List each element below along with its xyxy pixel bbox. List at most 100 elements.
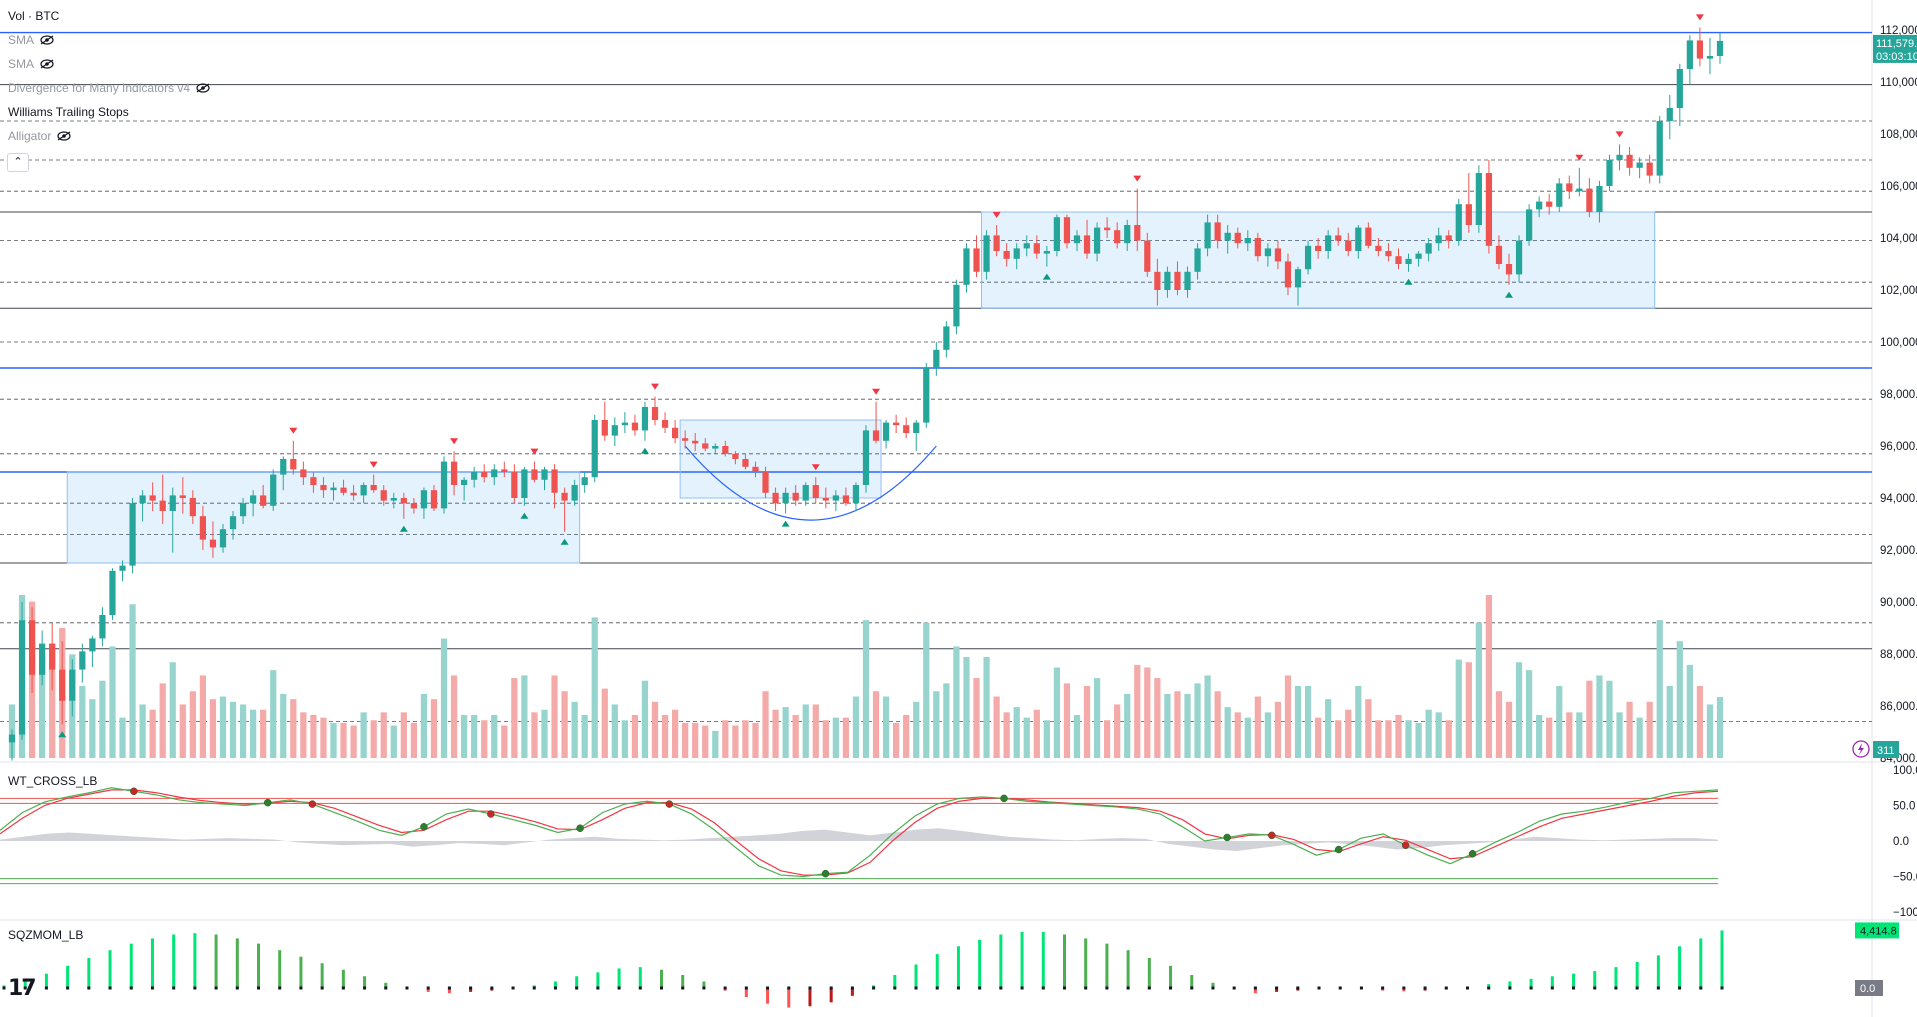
- sqz-zero-dot: [872, 986, 876, 990]
- volume-bar: [129, 604, 136, 758]
- candle-body: [149, 495, 156, 501]
- volume-bar: [601, 688, 608, 758]
- fractal-high-marker: [530, 448, 539, 455]
- candle-body: [79, 651, 86, 670]
- wt2-line: [0, 789, 1719, 876]
- candle-body: [1284, 261, 1292, 288]
- volume-bar: [1425, 709, 1432, 758]
- volume-bar: [1566, 712, 1573, 758]
- volume-bar: [802, 704, 809, 758]
- volume-bar: [1716, 697, 1724, 758]
- candle-body: [1244, 238, 1251, 244]
- candle-body: [59, 669, 66, 701]
- sqz-zero-dot: [1190, 986, 1194, 990]
- legend-divergence[interactable]: Divergence for Many Indicators v4: [8, 81, 210, 95]
- candle-body: [822, 498, 829, 501]
- sqz-zero-dot: [1147, 986, 1151, 990]
- legend-volume[interactable]: Vol · BTC: [8, 9, 59, 23]
- volume-bar: [1586, 680, 1593, 758]
- volume-bar: [1234, 712, 1241, 758]
- volume-bar: [1355, 685, 1362, 758]
- eye-hidden-icon[interactable]: [40, 59, 54, 69]
- candle-body: [1355, 227, 1362, 251]
- legend-sma-1[interactable]: SMA: [8, 33, 54, 47]
- volume-bar: [1264, 712, 1271, 758]
- legend-williams[interactable]: Williams Trailing Stops: [8, 105, 129, 119]
- volume-bar: [1345, 709, 1352, 758]
- candle-body: [551, 469, 558, 493]
- candle-body: [913, 422, 920, 433]
- candle-body: [581, 477, 588, 485]
- legend-sma-2-label: SMA: [8, 57, 35, 71]
- sqz-zero-dot: [787, 986, 791, 990]
- candle-body: [812, 485, 819, 498]
- sqz-zero-dot: [1020, 986, 1024, 990]
- eye-hidden-icon[interactable]: [40, 35, 54, 45]
- candle-body: [953, 284, 960, 327]
- cup-arc: [684, 445, 937, 521]
- volume-bar: [1214, 691, 1221, 758]
- candle-body: [1043, 251, 1050, 254]
- volume-bar: [661, 714, 669, 758]
- candle-body: [471, 472, 478, 480]
- volume-bar: [189, 691, 196, 758]
- candle-body: [28, 620, 36, 675]
- candle-body: [219, 529, 227, 548]
- volume-bar: [732, 725, 739, 758]
- volume-bar: [440, 638, 448, 758]
- sqz-zero-dot: [1338, 986, 1342, 990]
- volume-bar: [742, 720, 749, 758]
- volume-bar: [1144, 667, 1151, 758]
- volume-bar: [1325, 699, 1332, 758]
- candle-body: [862, 430, 870, 485]
- candle-body: [1325, 235, 1332, 251]
- fractal-low-marker: [58, 731, 67, 738]
- volume-bar: [400, 712, 407, 758]
- sqz-zero-dot: [681, 986, 685, 990]
- sqz-zero-dot: [744, 986, 748, 990]
- volume-bar: [89, 699, 96, 758]
- tradingview-logo[interactable]: 17: [8, 976, 37, 1001]
- price-tick-label: 108,000.0: [1880, 129, 1917, 141]
- sqz-value-badge: [1855, 922, 1899, 939]
- sqz-zero-dot: [384, 986, 388, 990]
- legend-alligator[interactable]: Alligator: [8, 129, 71, 143]
- candle-body: [410, 503, 417, 509]
- wt-cross-dot: [576, 824, 584, 832]
- eye-hidden-icon[interactable]: [196, 83, 210, 93]
- candle-body: [290, 459, 297, 470]
- candle-body: [320, 485, 327, 491]
- candle-body: [1475, 173, 1482, 225]
- sqz-zero-dot: [1359, 986, 1363, 990]
- volume-bar: [702, 725, 709, 758]
- volume-bar: [380, 712, 387, 758]
- volume-bar: [1686, 664, 1693, 758]
- volume-bar: [1626, 701, 1633, 758]
- legend-sma-2[interactable]: SMA: [8, 57, 54, 71]
- candle-body: [280, 459, 287, 475]
- candle-body: [169, 495, 176, 511]
- volume-bar: [1616, 712, 1623, 758]
- candle-body: [732, 453, 739, 459]
- candle-body: [119, 565, 126, 571]
- candle-body: [69, 669, 76, 701]
- wt-tick-label: 50.0: [1893, 801, 1915, 813]
- candle-body: [1003, 251, 1010, 259]
- sqz-zero-dot: [278, 986, 282, 990]
- price-tick-label: 112,000.0: [1880, 25, 1917, 37]
- candle-body: [1696, 40, 1704, 59]
- eye-hidden-icon[interactable]: [57, 131, 71, 141]
- sqz-zero-dot: [766, 986, 770, 990]
- candle-body: [1254, 238, 1261, 257]
- candle-body: [129, 503, 136, 566]
- candle-body: [561, 492, 568, 501]
- fractal-high-marker: [289, 427, 298, 434]
- sqz-zero-dot: [257, 986, 261, 990]
- volume-bar: [1646, 701, 1653, 758]
- volume-bar: [682, 722, 689, 758]
- collapse-legend-button[interactable]: ⌃: [7, 153, 29, 172]
- volume-bar: [109, 646, 116, 758]
- sqz-zero-dot: [1635, 986, 1639, 990]
- volume-bar: [1104, 720, 1111, 758]
